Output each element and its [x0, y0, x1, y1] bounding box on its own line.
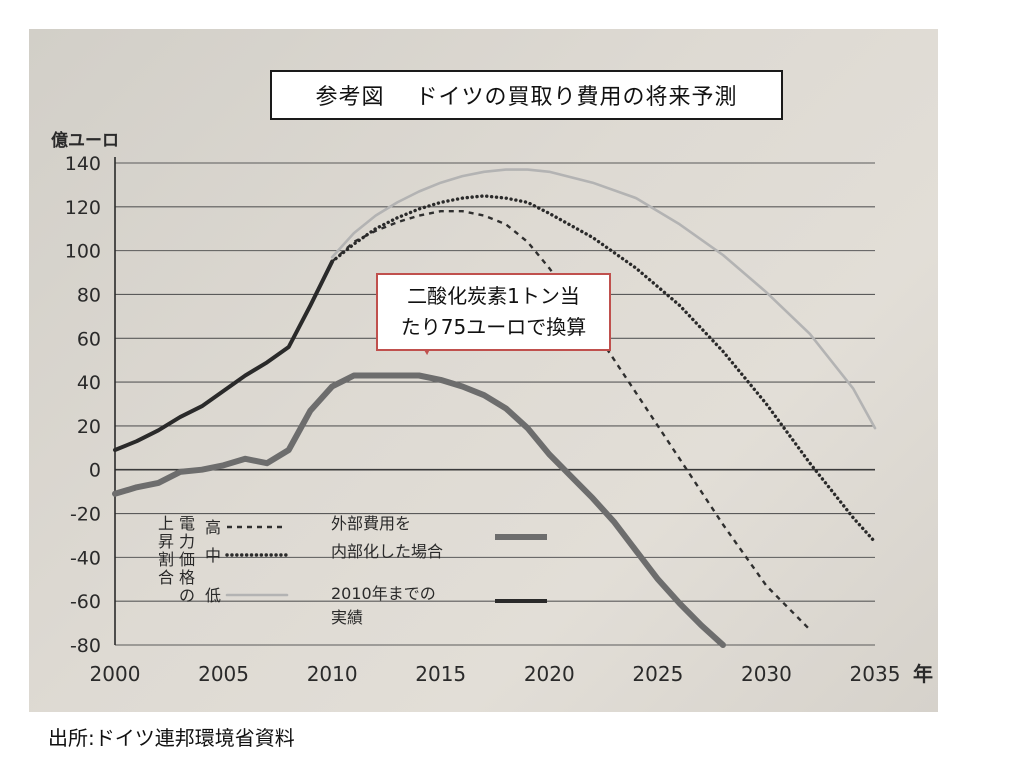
x-tick-label: 2010: [307, 662, 358, 686]
legend-vertical-label-char: 力: [179, 532, 195, 551]
legend-actual-label-1: 2010年までの: [331, 584, 436, 603]
legend-mid-label: 中: [205, 546, 221, 565]
x-tick-label: 2015: [415, 662, 466, 686]
series-line: [330, 194, 877, 544]
legend-vertical-label-char: 上: [158, 514, 174, 533]
y-axis-unit-label: 億ユーロ: [51, 131, 119, 151]
x-tick-label: 2020: [524, 662, 575, 686]
y-tick-label: 120: [65, 197, 101, 219]
y-tick-label: -60: [70, 591, 101, 613]
chart-photo: 140 120 100 80 60 40 20 0 -20 -40 -60 -80 2000 2005 20…: [29, 29, 938, 712]
legend-high-label: 高: [205, 518, 221, 537]
y-tick-label: -40: [70, 547, 101, 569]
y-tick-label: -20: [70, 504, 101, 526]
x-tick-label: 2035: [850, 662, 901, 686]
legend-vertical-label-char: 合: [158, 568, 174, 587]
callout-line-1: 二酸化炭素1トン当: [407, 284, 580, 308]
source-caption: 出所:ドイツ連邦環境省資料: [48, 726, 295, 750]
x-axis-label: 年: [913, 662, 933, 686]
y-tick-label: -80: [70, 635, 101, 657]
chart-canvas: 140 120 100 80 60 40 20 0 -20 -40 -60 -80 2000 2005 20…: [65, 153, 933, 686]
y-tick-label: 80: [77, 284, 101, 306]
y-tick-label: 100: [65, 241, 101, 263]
legend-vertical-label-char: 価: [179, 550, 195, 569]
y-tick-label: 140: [65, 153, 101, 175]
y-tick-label: 60: [77, 328, 101, 350]
x-tick-label: 2000: [90, 662, 141, 686]
chart-title: 参考図 ドイツの買取り費用の将来予測: [270, 70, 783, 120]
series-line: [113, 259, 335, 452]
x-tick-label: 2005: [198, 662, 249, 686]
x-tick-label: 2025: [632, 662, 683, 686]
y-tick-label: 40: [77, 372, 101, 394]
legend-external-label-1: 外部費用を: [331, 514, 411, 533]
x-tick-label: 2030: [741, 662, 792, 686]
callout-box: 二酸化炭素1トン当 たり75ユーロで換算: [376, 273, 611, 351]
callout-line-2: たり75ユーロで換算: [400, 315, 587, 339]
legend-vertical-label-char: 昇: [158, 532, 174, 551]
legend-low-label: 低: [205, 586, 221, 605]
legend-vertical-label-char: 電: [179, 514, 195, 533]
y-tick-label: 0: [89, 460, 101, 482]
legend-actual-label-2: 実績: [331, 608, 363, 627]
legend-vertical-label-char: 割: [158, 550, 174, 569]
legend-vertical-label-char: の: [179, 586, 195, 605]
legend-external-label-2: 内部化した場合: [331, 542, 443, 561]
series-line: [112, 372, 726, 648]
y-tick-label: 20: [77, 416, 101, 438]
series-line: [330, 168, 877, 430]
legend-vertical-label-char: 格: [179, 568, 195, 587]
